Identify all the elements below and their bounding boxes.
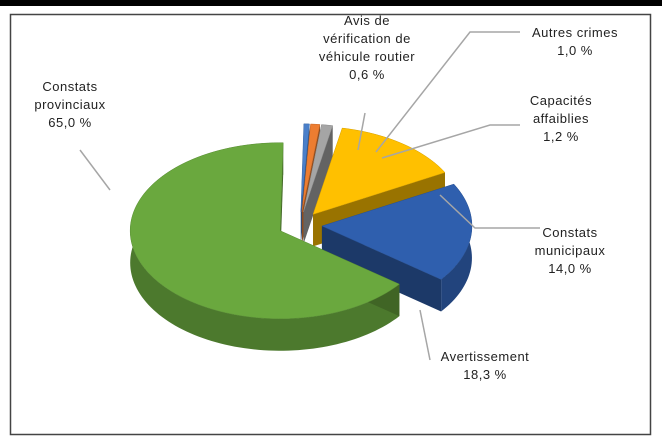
category-label: Avis de vérification de véhicule routier xyxy=(318,13,416,64)
slice xyxy=(303,124,333,213)
value-label: 18,3 % xyxy=(463,367,507,382)
frame xyxy=(9,13,652,436)
leader-line xyxy=(381,124,520,159)
slice-label: Avis de vérification de véhicule routier… xyxy=(318,12,416,84)
slice-label: Constats provinciaux 65,0 % xyxy=(20,78,120,132)
value-label: 1,0 % xyxy=(557,43,593,58)
value-label: 0,6 % xyxy=(349,67,385,82)
pie xyxy=(129,123,473,351)
leader-line xyxy=(375,31,520,153)
slice-label: Constats municipaux 14,0 % xyxy=(528,224,612,278)
category-label: Constats provinciaux xyxy=(34,79,106,112)
category-label: Avertissement xyxy=(440,349,530,364)
leader-line xyxy=(419,309,431,361)
slice-wall xyxy=(321,226,442,312)
leader-line xyxy=(79,149,111,191)
value-label: 14,0 % xyxy=(548,261,592,276)
value-label: 65,0 % xyxy=(48,115,92,130)
slice-side xyxy=(130,142,400,351)
leader-line xyxy=(439,194,540,229)
leader-line xyxy=(357,112,366,151)
category-label: Constats municipaux xyxy=(534,225,606,258)
leader-lines xyxy=(79,31,540,361)
slice-wall xyxy=(303,125,333,244)
top-bar xyxy=(0,0,662,6)
slice xyxy=(129,142,400,319)
slice-label: Capacités affaiblies 1,2 % xyxy=(520,92,602,146)
slice xyxy=(300,123,310,212)
slice xyxy=(321,183,473,280)
value-label: 1,2 % xyxy=(543,129,579,144)
category-label: Capacités affaiblies xyxy=(529,93,593,126)
slice-label: Autres crimes 1,0 % xyxy=(515,24,635,60)
slice xyxy=(312,127,446,215)
slice-label: Avertissement 18,3 % xyxy=(420,348,550,384)
slice xyxy=(301,123,321,212)
category-label: Autres crimes xyxy=(532,25,618,40)
slice-tops xyxy=(129,123,473,319)
